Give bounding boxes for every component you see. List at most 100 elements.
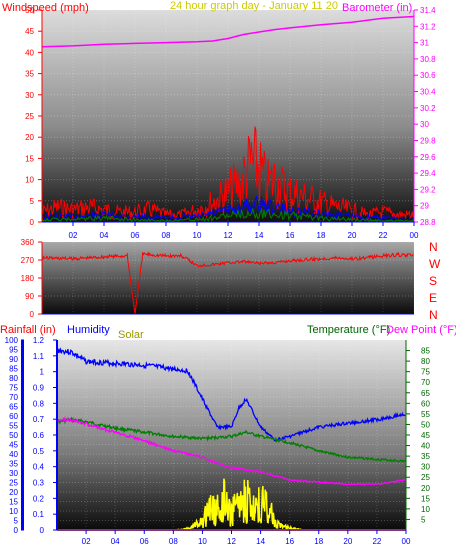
- temperature-tick-label: 5: [421, 515, 426, 524]
- humidity-series: [56, 346, 406, 442]
- humidity-tick-label: 15: [9, 498, 18, 507]
- temperature-tick-label: 20: [421, 484, 430, 493]
- rainfall-tick-label: 0.5: [33, 447, 45, 456]
- temp-time-tick-label: 04: [111, 537, 120, 546]
- barometer-tick-label: 29.2: [420, 185, 436, 194]
- humidity-tick-label: 45: [9, 441, 18, 450]
- temp-time-tick-label: 00: [402, 537, 411, 546]
- humidity-tick-label: 40: [9, 450, 18, 459]
- rainfall-tick-label: 0.7: [33, 415, 45, 424]
- temperature-tick-label: 50: [421, 420, 430, 429]
- dewpoint-series: [56, 415, 406, 486]
- humidity-tick-label: 10: [9, 507, 18, 516]
- temp-time-tick-label: 06: [140, 537, 149, 546]
- direction-axes: 0 90 180 270 360: [21, 238, 414, 319]
- humidity-axis-label: Humidity: [67, 324, 110, 336]
- barometer-tick-label: 30.4: [420, 88, 436, 97]
- humidity-tick-label: 5: [14, 517, 19, 526]
- temp-time-tick-label: 10: [198, 537, 207, 546]
- barometer-tick-label: 31.2: [420, 22, 436, 31]
- temperature-tick-label: 10: [421, 505, 430, 514]
- wind-time-tick-label: 02: [69, 231, 78, 240]
- wind-left-tick-label: 10: [25, 176, 34, 185]
- temp-time-tick-label: 14: [256, 537, 265, 546]
- wind-left-tick-label: 25: [25, 112, 34, 121]
- wind-time-tick-label: 10: [193, 231, 202, 240]
- direction-series: [41, 251, 414, 315]
- wind-left-tick-label: 50: [25, 6, 34, 15]
- temp-time-tick-label: 02: [82, 537, 91, 546]
- temp-time-tick-label: 08: [169, 537, 178, 546]
- wind-left-tick-label: 45: [25, 27, 34, 36]
- wind-left-tick-label: 15: [25, 154, 34, 163]
- wind-time-tick-label: 06: [131, 231, 140, 240]
- barometer-tick-label: 30: [420, 120, 429, 129]
- wind-left-axis-label: Windspeed (mph): [2, 2, 89, 14]
- rainfall-tick-label: 0.6: [33, 431, 45, 440]
- temperature-tick-label: 35: [421, 452, 430, 461]
- humidity-tick-label: 95: [9, 346, 18, 355]
- barometer-tick-label: 30.2: [420, 104, 436, 113]
- rainfall-tick-label: 0.3: [33, 479, 45, 488]
- temp-time-tick-label: 22: [372, 537, 381, 546]
- average-wind-series: [41, 195, 415, 222]
- wind-time-tick-label: 00: [410, 231, 419, 240]
- wind-time-tick-label: 12: [224, 231, 233, 240]
- rainfall-tick-label: 0.2: [33, 494, 45, 503]
- temperature-series: [56, 416, 406, 463]
- temperature-tick-label: 75: [421, 368, 430, 377]
- temperature-tick-label: 85: [421, 347, 430, 356]
- wind-left-tick-label: 30: [25, 91, 34, 100]
- barometer-series: [41, 15, 415, 48]
- humidity-tick-label: 75: [9, 384, 18, 393]
- barometer-tick-label: 29.8: [420, 136, 436, 145]
- temperature-axis-label: Temperature (°F): [307, 324, 390, 336]
- direction-tick-label: 0: [30, 310, 35, 319]
- rainfall-tick-label: 0.9: [33, 384, 45, 393]
- temp-time-tick-label: 20: [343, 537, 352, 546]
- wind-time-tick-label: 04: [100, 231, 109, 240]
- humidity-tick-label: 35: [9, 460, 18, 469]
- rainfall-tick-label: 1: [40, 368, 45, 377]
- compass-label: S: [429, 274, 437, 288]
- direction-tick-label: 270: [21, 256, 35, 265]
- temperature-tick-label: 60: [421, 399, 430, 408]
- wind-right-axis-label: Barometer (in): [342, 2, 412, 14]
- wind-axes: 0 5 10 15 20 25 30 35 40 45 50 28.8 29 29.2 29.4 29.6 29…: [25, 6, 436, 240]
- humidity-tick-label: 30: [9, 469, 18, 478]
- temperature-tick-label: 40: [421, 442, 430, 451]
- barometer-tick-label: 29: [420, 202, 429, 211]
- wind-time-tick-label: 20: [348, 231, 357, 240]
- rainfall-tick-label: 0.1: [33, 510, 45, 519]
- solar-axis-label: Solar: [118, 329, 144, 341]
- barometer-tick-label: 31: [420, 39, 429, 48]
- wind-time-tick-label: 14: [255, 231, 264, 240]
- temp-plot-area: [57, 340, 406, 530]
- humidity-tick-label: 0: [14, 526, 19, 535]
- low-wind-series: [41, 207, 415, 223]
- wind-series: [41, 15, 415, 223]
- wind-time-tick-label: 16: [286, 231, 295, 240]
- wind-left-tick-label: 35: [25, 70, 34, 79]
- barometer-tick-label: 28.8: [420, 218, 436, 227]
- compass-label: W: [429, 257, 441, 271]
- rainfall-tick-label: 1.1: [33, 352, 45, 361]
- compass-label: N: [429, 308, 438, 322]
- wind-time-tick-label: 22: [379, 231, 388, 240]
- wind-left-tick-label: 20: [25, 133, 34, 142]
- temperature-tick-label: 70: [421, 378, 430, 387]
- barometer-tick-label: 30.8: [420, 55, 436, 64]
- direction-tick-label: 360: [21, 238, 35, 247]
- wind-direction-series: [41, 251, 414, 315]
- humidity-tick-label: 20: [9, 488, 18, 497]
- wind-left-tick-label: 40: [25, 48, 34, 57]
- wind-chart-title: 24 hour graph day - January 11 20: [170, 0, 338, 12]
- barometer-tick-label: 29.6: [420, 153, 436, 162]
- temp-time-tick-label: 12: [227, 537, 236, 546]
- direction-tick-label: 90: [25, 292, 34, 301]
- rainfall-tick-label: 0.4: [33, 463, 45, 472]
- rainfall-axis-label: Rainfall (in): [0, 324, 56, 336]
- compass-label: E: [429, 291, 437, 305]
